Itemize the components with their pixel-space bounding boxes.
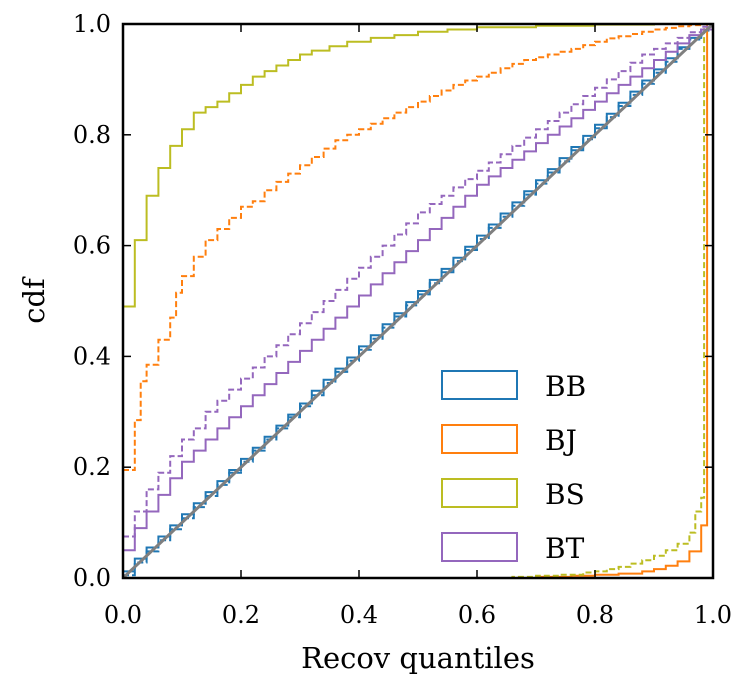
legend-label-bj: BJ [545,424,577,457]
legend-swatch-bj [441,424,518,454]
series-bt-solid [123,24,713,552]
series-bj-dashed [123,24,713,471]
legend: BB BJ BS BT [441,370,586,565]
reference-diagonal [123,24,713,578]
y-tick-label: 0.8 [73,121,111,149]
x-tick-label: 0.4 [340,601,378,629]
series-bt-dashed [123,24,713,538]
x-axis-label: Recov quantiles [301,641,535,675]
y-tick-label: 0.2 [73,453,111,481]
x-tick-label: 0.0 [104,601,142,629]
y-tick-label: 0.0 [73,564,111,592]
y-tick-label: 1.0 [73,10,111,38]
legend-swatch-bt [441,532,518,562]
legend-swatch-bs [441,478,518,508]
legend-label-bs: BS [545,478,585,511]
x-tick-label: 1.0 [694,601,732,629]
y-axis: 0.0 0.2 0.4 0.6 0.8 1.0 [73,10,713,592]
x-tick-label: 0.8 [576,601,614,629]
x-axis: 0.0 0.2 0.4 0.6 0.8 1.0 [104,24,732,629]
y-tick-label: 0.4 [73,342,111,370]
y-tick-label: 0.6 [73,232,111,260]
plot-frame [121,22,715,580]
x-tick-label: 0.2 [222,601,260,629]
legend-label-bt: BT [545,532,585,565]
y-axis-label: cdf [17,276,51,324]
legend-swatch-bb [441,370,518,400]
legend-label-bb: BB [545,370,586,403]
x-tick-label: 0.6 [458,601,496,629]
series-bs-dashed [123,24,713,578]
series-layer [123,24,713,578]
